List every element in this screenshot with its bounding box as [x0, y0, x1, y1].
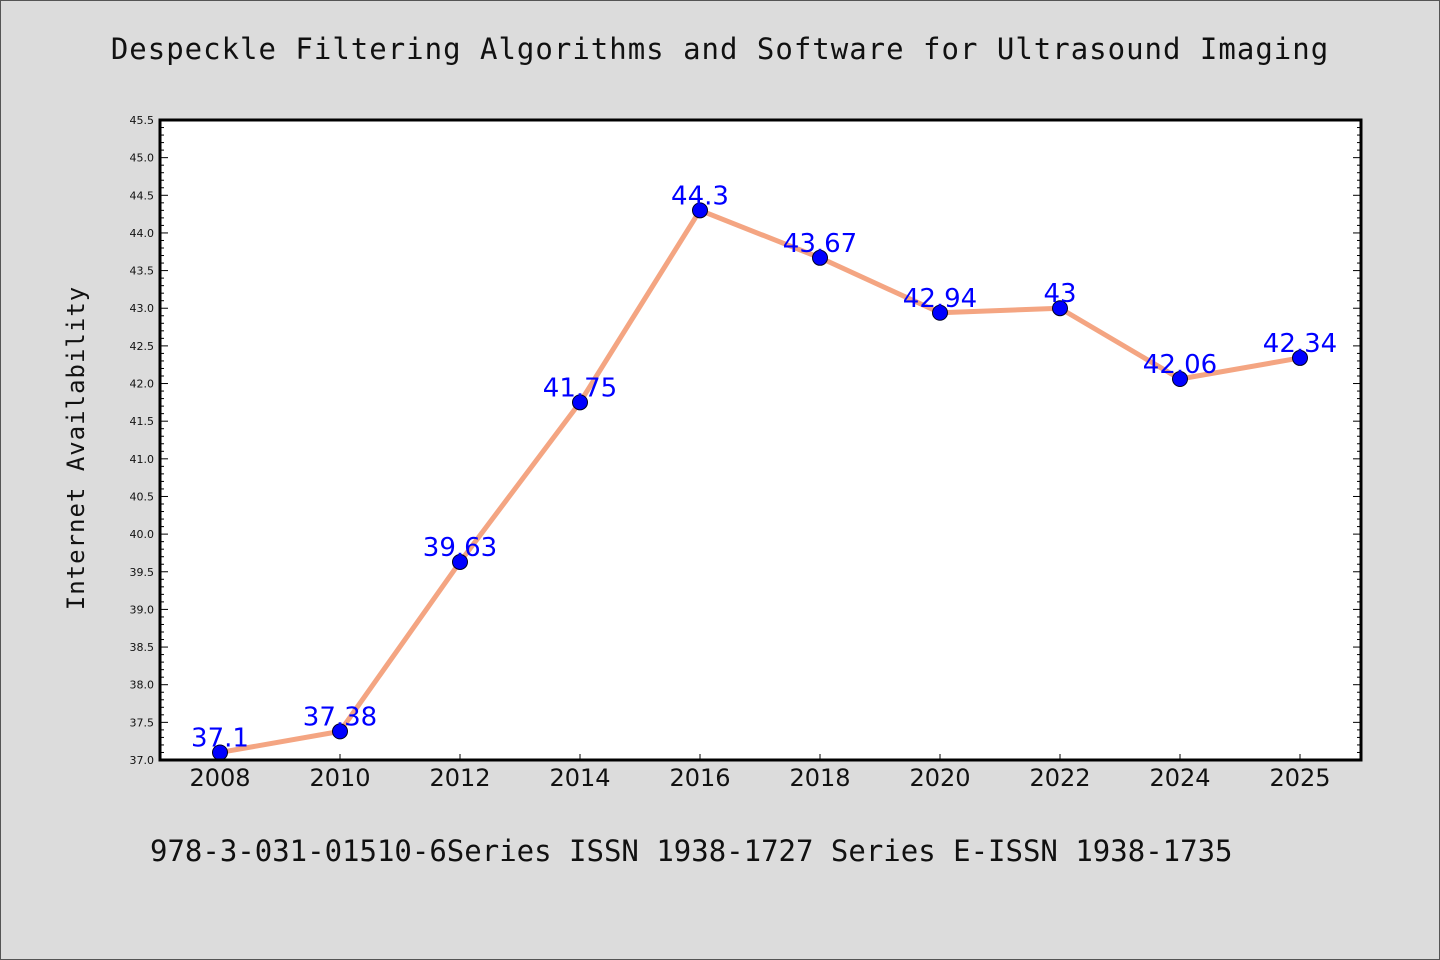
data-label: 44.3	[671, 181, 729, 211]
x-tick-label: 2012	[429, 764, 490, 792]
plot-border	[158, 118, 1363, 762]
series-line	[217, 207, 1303, 755]
chart-title: Despeckle Filtering Algorithms and Softw…	[110, 32, 1330, 66]
y-tick-label: 42.0	[130, 378, 155, 391]
x-tick-label: 2008	[189, 764, 250, 792]
x-tick-label: 2025	[1269, 764, 1330, 792]
data-point	[932, 304, 948, 321]
y-tick-label: 40.0	[130, 528, 155, 541]
data-label: 43	[1043, 279, 1076, 309]
x-tick-label: 2014	[549, 764, 610, 792]
data-point	[332, 723, 348, 740]
plot-area	[160, 120, 1361, 760]
y-tick-label: 41.0	[130, 453, 155, 466]
data-label: 42.94	[903, 284, 977, 314]
data-label: 41.75	[543, 373, 617, 403]
y-tick-label: 41.5	[130, 415, 155, 428]
data-labels: 37.1 37.38 39.63 41.75 44.3 43.67 42.94 43 42.06…	[191, 181, 1337, 753]
data-point	[572, 394, 588, 411]
y-tick-label: 44.0	[130, 227, 155, 240]
x-tick-label: 2020	[909, 764, 970, 792]
data-point	[452, 553, 468, 570]
data-point	[812, 249, 828, 266]
data-label: 43.67	[783, 229, 857, 259]
y-tick-label: 38.0	[130, 679, 155, 692]
y-tick-label: 45.0	[130, 152, 155, 165]
y-tick-label: 38.5	[130, 641, 155, 654]
y-tick-label: 39.0	[130, 603, 155, 616]
data-label: 42.34	[1263, 329, 1337, 359]
y-tick-label: 43.0	[130, 302, 155, 315]
data-label: 37.38	[303, 702, 377, 732]
data-label: 39.63	[423, 533, 497, 563]
y-tick-label: 43.5	[130, 265, 155, 278]
x-tick-label: 2024	[1149, 764, 1210, 792]
x-tick-label: 2018	[789, 764, 850, 792]
series-markers	[212, 202, 1308, 761]
data-label: 37.1	[191, 723, 249, 753]
x-tick-label: 2016	[669, 764, 730, 792]
data-point	[1292, 349, 1308, 366]
x-tick-label: 2010	[309, 764, 370, 792]
y-axis-ticks: 37.0 37.5 38.0 38.5 39.0 39.5 40.0 40.5 41.0 41.5…	[130, 114, 1361, 767]
data-point	[1172, 371, 1188, 388]
data-label: 42.06	[1143, 350, 1217, 380]
data-point	[692, 202, 708, 219]
x-axis-ticks: 2008 2010 2012 2014 2016 2018 2020 2022 2024 2025	[189, 754, 1331, 792]
y-tick-label: 37.5	[130, 716, 155, 729]
y-tick-label: 39.5	[130, 566, 155, 579]
x-tick-label: 2022	[1029, 764, 1090, 792]
y-tick-label: 42.5	[130, 340, 155, 353]
data-point	[1052, 300, 1068, 317]
y-tick-label: 44.5	[130, 189, 155, 202]
y-tick-label: 45.5	[130, 114, 155, 127]
y-tick-label: 40.5	[130, 490, 155, 503]
chart-footer: 978-3-031-01510-6Series ISSN 1938-1727 S…	[150, 834, 1233, 868]
y-tick-label: 37.0	[130, 754, 155, 767]
